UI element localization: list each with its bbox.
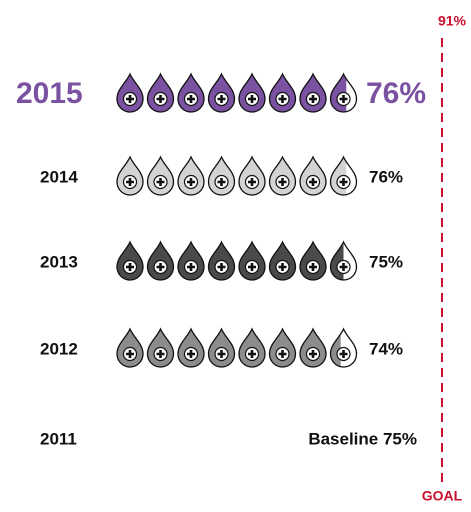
drop-plus bbox=[248, 263, 256, 271]
goal-label: GOAL bbox=[422, 488, 463, 504]
drop-plus bbox=[156, 178, 165, 186]
value-label: 74% bbox=[369, 339, 403, 358]
drop-plus bbox=[126, 95, 134, 103]
drop-plus bbox=[309, 263, 317, 271]
value-label: 76% bbox=[369, 167, 403, 186]
drop-outline bbox=[268, 327, 297, 368]
drop-outline bbox=[329, 72, 358, 113]
drop-outline bbox=[299, 155, 327, 196]
drop-plus bbox=[217, 263, 226, 271]
drop-outline bbox=[177, 240, 205, 281]
drop-plus bbox=[126, 263, 134, 271]
drop-plus bbox=[217, 350, 226, 358]
drop-plus bbox=[278, 350, 287, 358]
drop-outline bbox=[268, 240, 297, 281]
drop-outline bbox=[238, 240, 266, 281]
drop-plus bbox=[339, 263, 348, 271]
drop-outline bbox=[207, 155, 236, 196]
drop-outline bbox=[299, 327, 327, 368]
drop-plus bbox=[339, 178, 348, 186]
drop-outline bbox=[238, 155, 266, 196]
drop-outline bbox=[146, 240, 175, 281]
drop-plus bbox=[248, 178, 256, 186]
drop-outline bbox=[299, 72, 327, 113]
drop-outline bbox=[116, 327, 144, 368]
drop-outline bbox=[238, 327, 266, 368]
drop-outline bbox=[116, 240, 144, 281]
drop-plus bbox=[278, 178, 287, 186]
drop-outline bbox=[207, 240, 236, 281]
drop-outline bbox=[207, 327, 236, 368]
drop-outline bbox=[268, 155, 297, 196]
drop-outline bbox=[238, 72, 266, 113]
drop-plus bbox=[339, 95, 348, 103]
drop-plus bbox=[187, 263, 195, 271]
drop-plus bbox=[309, 178, 317, 186]
drop-plus bbox=[278, 95, 287, 103]
drop-plus bbox=[156, 350, 165, 358]
drop-plus bbox=[187, 350, 195, 358]
value-label: 75% bbox=[369, 252, 403, 271]
drop-outline bbox=[177, 327, 205, 368]
drop-outline bbox=[329, 327, 358, 368]
drop-outline bbox=[146, 327, 175, 368]
drop-plus bbox=[187, 178, 195, 186]
drop-plus bbox=[248, 350, 256, 358]
drop-outline bbox=[207, 72, 236, 113]
drop-plus bbox=[156, 95, 165, 103]
drop-outline bbox=[146, 155, 175, 196]
drop-outline bbox=[329, 155, 358, 196]
drop-plus bbox=[278, 263, 287, 271]
drop-outline bbox=[177, 155, 205, 196]
category-label: 2013 bbox=[40, 252, 78, 271]
goal-value-label: 91% bbox=[438, 13, 467, 29]
drop-plus bbox=[309, 350, 317, 358]
drop-plus bbox=[217, 178, 226, 186]
drop-outline bbox=[329, 240, 358, 281]
baseline-label: Baseline 75% bbox=[308, 429, 417, 448]
drop-plus bbox=[217, 95, 226, 103]
drop-plus bbox=[248, 95, 256, 103]
drop-plus bbox=[156, 263, 165, 271]
drop-plus bbox=[339, 350, 348, 358]
drop-outline bbox=[116, 155, 144, 196]
value-label: 76% bbox=[366, 77, 426, 110]
category-label: 2012 bbox=[40, 339, 78, 358]
drop-outline bbox=[177, 72, 205, 113]
drop-plus bbox=[309, 95, 317, 103]
drop-outline bbox=[146, 72, 175, 113]
drop-plus bbox=[187, 95, 195, 103]
drop-outline bbox=[116, 72, 144, 113]
drop-plus bbox=[126, 350, 134, 358]
category-label: 2015 bbox=[16, 77, 83, 110]
category-label: 2014 bbox=[40, 167, 78, 186]
baseline-category: 2011 bbox=[40, 429, 77, 448]
drop-outline bbox=[268, 72, 297, 113]
drop-outline bbox=[299, 240, 327, 281]
drop-plus bbox=[126, 178, 134, 186]
